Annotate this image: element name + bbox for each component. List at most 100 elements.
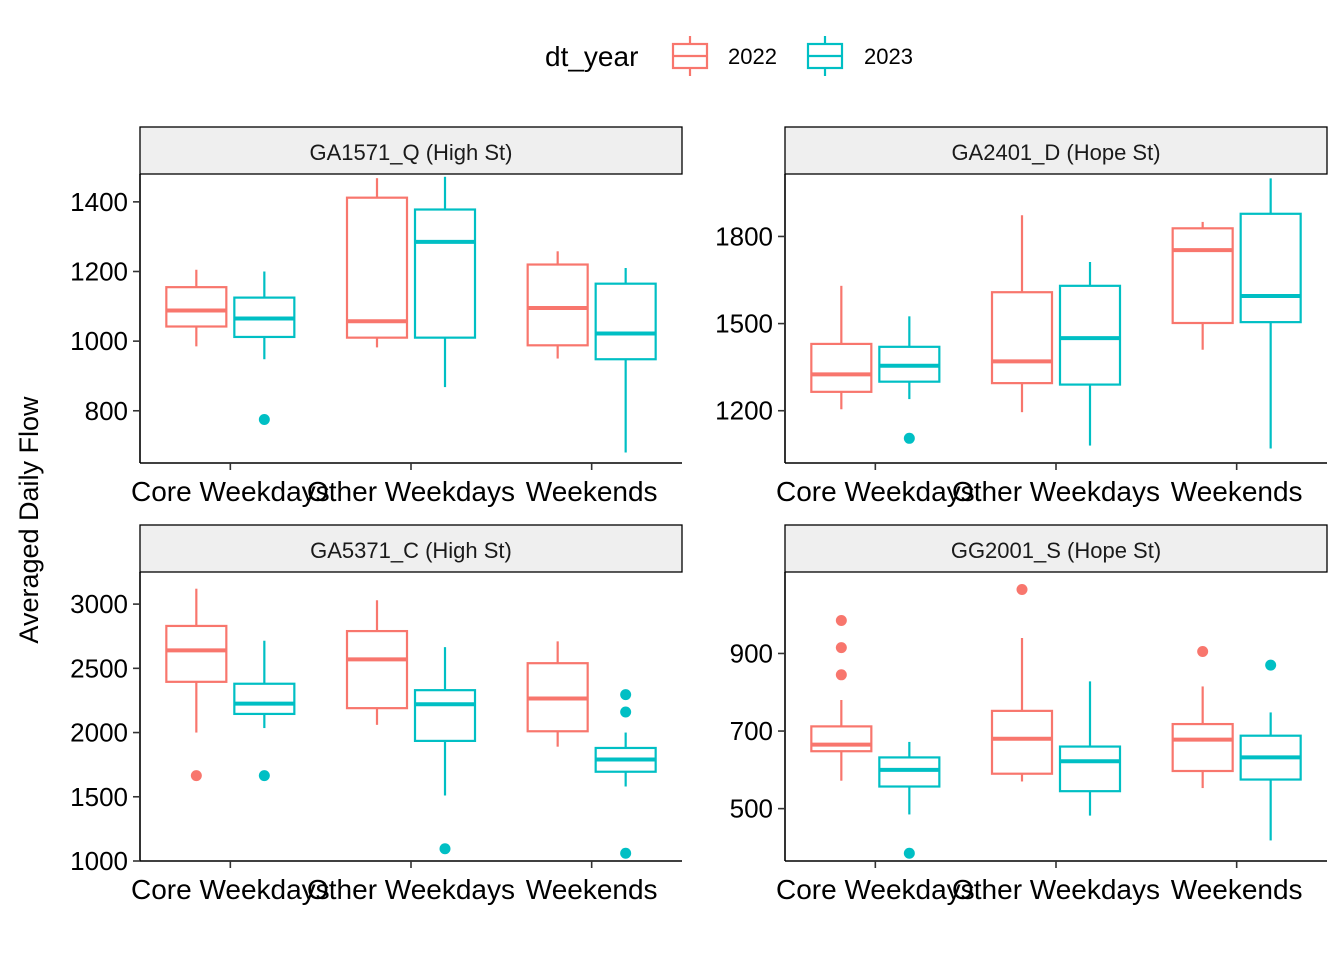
x-tick-label: Core Weekdays (776, 874, 975, 905)
y-axis-label: Averaged Daily Flow (14, 396, 44, 644)
legend-label-2023: 2023 (864, 44, 913, 69)
box-iqr (413, 208, 477, 339)
legend: dt_year 2022 2023 (545, 36, 913, 76)
outlier-point (835, 669, 847, 681)
y-tick-label: 700 (730, 716, 773, 746)
outlier-point (258, 413, 270, 425)
box-iqr (345, 629, 409, 710)
box-core-weekdays-2022 (165, 588, 228, 782)
x-tick-label: Other Weekdays (952, 476, 1160, 507)
box-core-weekdays-2023 (233, 271, 296, 425)
y-tick-label: 2500 (70, 653, 128, 683)
box-weekends-2022 (1171, 646, 1234, 789)
facet-panel-2: GA2401_D (Hope St) 1200 1500 1800 Core Week… (715, 126, 1328, 507)
box-iqr (345, 196, 409, 339)
facet-panel-3: GA5371_C (High St) 1000 1500 2000 2500 3000 C… (70, 524, 683, 905)
box-weekends-2022 (526, 641, 589, 747)
outlier-point (903, 847, 915, 859)
facet-panel-1: GA1571_Q (High St) 800 1000 1200 1400 Core W… (70, 126, 683, 507)
outlier-point (258, 770, 270, 782)
box-iqr (1171, 227, 1234, 325)
facet-strip (139, 524, 683, 573)
x-tick-label: Weekends (1171, 874, 1303, 905)
outlier-point (835, 642, 847, 654)
box-iqr (165, 286, 228, 328)
box-other-weekdays-2022 (990, 583, 1054, 782)
y-tick-label: 900 (730, 638, 773, 668)
outlier-point (1016, 583, 1028, 595)
outlier-point (903, 432, 915, 444)
x-tick-label: Other Weekdays (952, 874, 1160, 905)
box-core-weekdays-2023 (878, 741, 941, 859)
x-tick-label: Core Weekdays (776, 476, 975, 507)
box-weekends-2023 (1239, 178, 1302, 449)
x-tick-label: Core Weekdays (131, 476, 330, 507)
x-tick-label: Other Weekdays (307, 476, 515, 507)
y-tick-label: 1000 (70, 846, 128, 876)
outlier-point (1197, 646, 1209, 658)
box-iqr (1058, 284, 1122, 386)
box-iqr (1058, 745, 1122, 793)
outlier-point (620, 847, 632, 859)
y-tick-label: 1200 (70, 256, 128, 286)
box-weekends-2023 (1239, 659, 1302, 841)
box-weekends-2023 (594, 268, 657, 453)
box-iqr (990, 291, 1054, 385)
box-core-weekdays-2022 (810, 614, 873, 781)
y-tick-label: 1400 (70, 187, 128, 217)
box-weekends-2023 (594, 689, 657, 859)
outlier-point (190, 770, 202, 782)
x-tick-label: Other Weekdays (307, 874, 515, 905)
box-iqr (526, 263, 589, 347)
y-tick-label: 1500 (70, 782, 128, 812)
box-other-weekdays-2023 (1058, 262, 1122, 446)
box-iqr (165, 624, 228, 683)
box-other-weekdays-2023 (1058, 681, 1122, 816)
y-tick-label: 1200 (715, 396, 773, 426)
box-other-weekdays-2022 (345, 178, 409, 348)
facet-strip (784, 126, 1328, 175)
facet-panel-4: GG2001_S (Hope St) 500 700 900 Core Weekday… (730, 524, 1328, 905)
outlier-point (1265, 659, 1277, 671)
y-tick-label: 500 (730, 794, 773, 824)
box-iqr (990, 709, 1054, 775)
box-iqr (878, 756, 941, 788)
box-iqr (413, 689, 477, 743)
box-iqr (1239, 212, 1302, 324)
y-tick-label: 1800 (715, 221, 773, 251)
outlier-point (439, 843, 451, 855)
outlier-point (620, 706, 632, 718)
legend-key-2023 (806, 36, 844, 76)
y-tick-label: 800 (85, 396, 128, 426)
facet-strip-title: GA1571_Q (High St) (310, 140, 513, 165)
box-weekends-2022 (526, 251, 589, 359)
legend-key-2022 (671, 36, 709, 76)
facet-strip-title: GA5371_C (High St) (310, 538, 512, 563)
box-iqr (810, 725, 873, 753)
box-other-weekdays-2022 (345, 600, 409, 725)
box-iqr (810, 342, 873, 393)
outlier-point (835, 614, 847, 626)
facet-strip (139, 126, 683, 175)
facet-strip (784, 524, 1328, 573)
box-other-weekdays-2023 (413, 647, 477, 855)
y-tick-label: 3000 (70, 589, 128, 619)
y-tick-label: 2000 (70, 718, 128, 748)
facet-strip-title: GG2001_S (Hope St) (951, 538, 1161, 563)
x-tick-label: Core Weekdays (131, 874, 330, 905)
legend-label-2022: 2022 (728, 44, 777, 69)
box-weekends-2022 (1171, 221, 1234, 350)
legend-title: dt_year (545, 41, 638, 72)
box-iqr (1171, 722, 1234, 773)
box-core-weekdays-2023 (233, 640, 296, 782)
box-core-weekdays-2023 (878, 316, 941, 444)
box-iqr (594, 282, 657, 361)
y-tick-label: 1500 (715, 309, 773, 339)
y-tick-label: 1000 (70, 326, 128, 356)
outlier-point (620, 689, 632, 701)
